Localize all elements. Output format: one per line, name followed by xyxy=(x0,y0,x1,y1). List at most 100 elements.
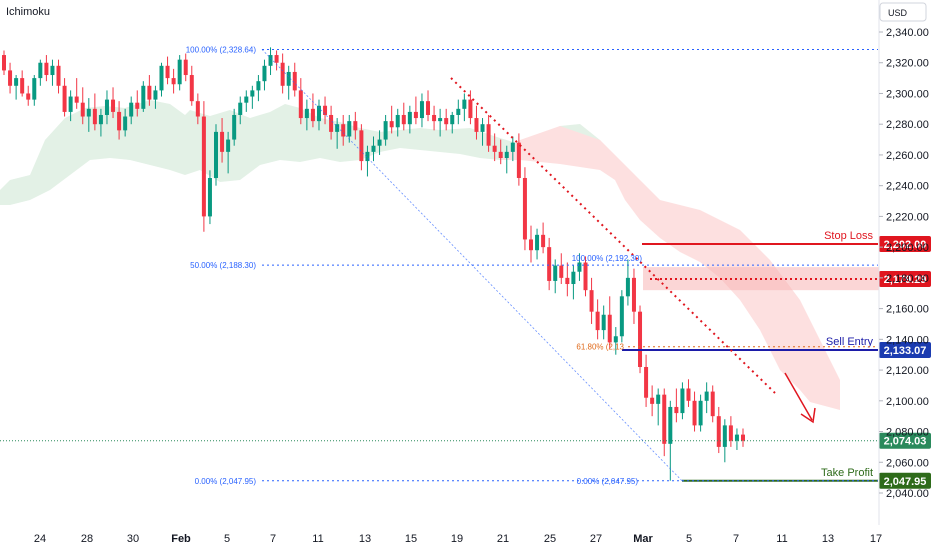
time-axis[interactable]: 24 28 30 Feb 5 7 11 13 15 19 21 25 27 Mar 5 7 11 13 17 xyxy=(34,533,882,545)
candle xyxy=(522,167,527,251)
candle xyxy=(244,90,249,112)
candle xyxy=(589,277,594,324)
candle-body xyxy=(159,65,164,91)
candle-body xyxy=(286,71,291,86)
candle xyxy=(559,253,564,285)
x-tick-label: 5 xyxy=(686,533,692,545)
candle xyxy=(413,96,418,125)
candle xyxy=(316,99,321,131)
candle xyxy=(214,124,219,186)
candle xyxy=(292,62,297,97)
x-tick-label: Feb xyxy=(171,533,191,545)
currency-button[interactable] xyxy=(879,2,927,22)
candle-body xyxy=(704,391,709,401)
candle-body xyxy=(238,102,243,115)
candle xyxy=(704,382,709,414)
candle-body xyxy=(359,130,364,162)
x-tick-label: 7 xyxy=(270,533,276,545)
x-tick-label: 13 xyxy=(359,533,371,545)
candle xyxy=(468,90,473,125)
y-tick-label: 2,080.00 xyxy=(886,427,929,439)
candle xyxy=(625,259,630,306)
take-profit-label: Take Profit xyxy=(821,467,873,479)
candle-body xyxy=(528,239,533,251)
candle xyxy=(565,262,570,297)
candle xyxy=(474,105,479,140)
candle xyxy=(668,400,673,481)
candle-body xyxy=(256,81,261,91)
candle-body xyxy=(171,78,176,85)
candle xyxy=(329,105,334,140)
candle xyxy=(135,90,140,117)
candle xyxy=(129,96,134,125)
candle-body xyxy=(638,311,643,367)
candle-body xyxy=(728,425,733,441)
candle-body xyxy=(2,55,6,71)
candle-body xyxy=(583,262,588,291)
candle-body xyxy=(480,124,485,132)
candle-body xyxy=(565,277,570,285)
candle xyxy=(650,385,655,417)
price-axis[interactable]: 2,040.00 2,060.00 2,080.00 2,100.00 2,120.00… xyxy=(878,0,929,525)
candle xyxy=(680,382,685,420)
candles-group xyxy=(2,47,745,481)
candle-body xyxy=(329,114,334,132)
candle-body xyxy=(20,78,25,94)
y-tick-label: 2,160.00 xyxy=(886,304,929,316)
candle-body xyxy=(595,311,600,331)
candle-body xyxy=(522,177,527,240)
fib-level-label: 100.00% (2,328.64) xyxy=(186,45,257,54)
candle-body xyxy=(135,102,140,109)
candle xyxy=(220,118,225,163)
candle-body xyxy=(26,93,31,100)
x-tick-label: 21 xyxy=(497,533,509,545)
candle-body xyxy=(123,116,128,131)
x-tick-label: 7 xyxy=(733,533,739,545)
candle xyxy=(286,65,291,100)
y-tick-label: 2,300.00 xyxy=(886,88,929,100)
candle-body xyxy=(716,416,721,447)
candle-body xyxy=(86,108,91,117)
candle-body xyxy=(32,78,37,100)
candle-body xyxy=(74,96,79,103)
fib-short-label: 100.00% (2,192.30) xyxy=(572,254,643,263)
candle xyxy=(20,70,25,97)
candle xyxy=(353,111,358,140)
candle-body xyxy=(492,145,497,152)
candle xyxy=(638,305,643,374)
x-tick-label: 30 xyxy=(127,533,139,545)
x-tick-label: 15 xyxy=(405,533,417,545)
candle xyxy=(104,90,109,125)
candle xyxy=(456,99,461,125)
sell-entry-badge xyxy=(879,341,931,358)
candle xyxy=(335,118,340,149)
candle xyxy=(535,228,540,260)
candle-body xyxy=(389,121,394,128)
candle-body xyxy=(601,314,606,331)
candle xyxy=(111,87,116,119)
candle-body xyxy=(214,131,219,178)
candle xyxy=(407,105,412,134)
candle xyxy=(528,225,533,263)
candle-body xyxy=(510,142,515,152)
candle xyxy=(710,385,715,423)
candle xyxy=(504,145,509,174)
candle xyxy=(80,87,85,125)
candle-body xyxy=(304,108,309,119)
candle-body xyxy=(625,277,630,297)
candle-body xyxy=(450,114,455,125)
candle-body xyxy=(244,96,249,103)
candle-body xyxy=(195,101,200,117)
candle xyxy=(262,59,267,91)
candle-body xyxy=(250,90,255,97)
y-tick-label: 2,120.00 xyxy=(886,365,929,377)
candle-body xyxy=(298,90,303,119)
candle-body xyxy=(274,55,279,63)
candle-body xyxy=(56,65,61,86)
candle xyxy=(674,388,679,423)
y-tick-label: 2,200.00 xyxy=(886,242,929,254)
x-tick-label: 13 xyxy=(822,533,834,545)
resistance-badge-text: 2,179.29 xyxy=(884,274,927,286)
current-price-badge-text: 2,074.03 xyxy=(884,436,927,448)
